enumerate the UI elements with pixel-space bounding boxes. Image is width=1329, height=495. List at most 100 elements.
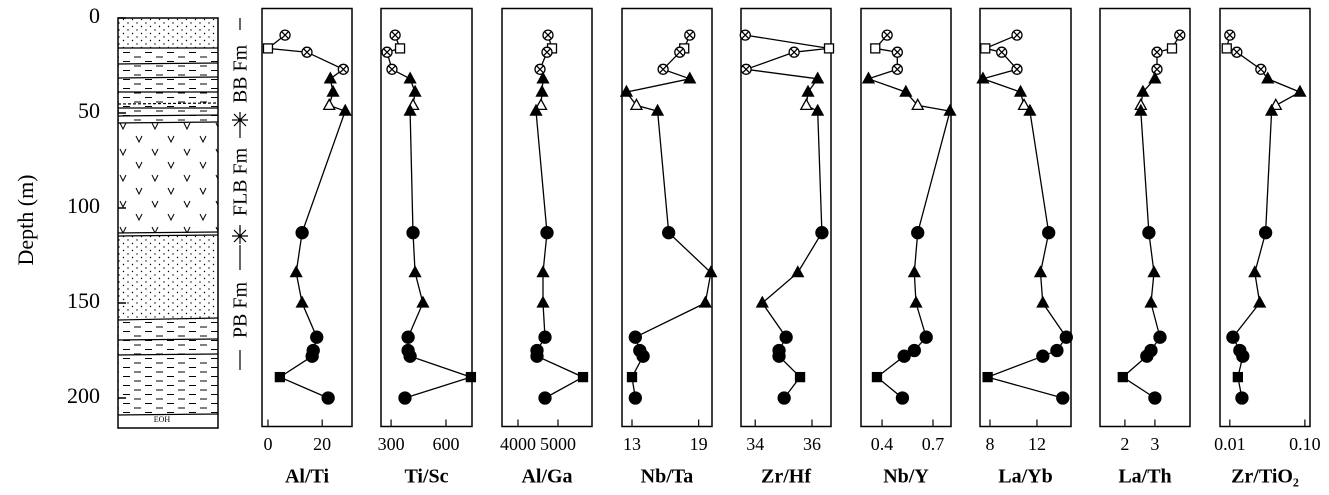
data-point (919, 330, 933, 344)
data-point (295, 295, 309, 308)
marker (536, 295, 550, 308)
data-point (1236, 349, 1250, 363)
data-point (662, 226, 676, 240)
data-point (540, 226, 554, 240)
x-tick-label: 0.4 (871, 434, 894, 454)
marker-cross (1225, 31, 1234, 40)
x-axis-label: Zr/Hf (761, 466, 811, 488)
marker (1144, 295, 1158, 308)
marker (305, 349, 319, 363)
marker (416, 295, 430, 308)
x-tick-label: 0.10 (1289, 434, 1321, 454)
data-point (536, 71, 550, 84)
marker-cross (543, 48, 551, 57)
x-axis-label: Al/Ga (521, 466, 572, 488)
data-point (305, 349, 319, 363)
data-point (535, 84, 549, 97)
data-point (891, 63, 903, 75)
marker (536, 265, 550, 278)
data-point (403, 349, 417, 363)
marker-cross (1153, 65, 1161, 74)
marker-cross (742, 65, 751, 74)
data-point (628, 330, 642, 344)
data-point (907, 343, 921, 358)
data-point (262, 43, 274, 54)
marker (870, 43, 881, 54)
marker (1235, 391, 1249, 405)
marker (907, 343, 921, 358)
data-point (976, 71, 990, 84)
data-point (1148, 391, 1162, 405)
marker-cross (1013, 31, 1021, 40)
marker-cross (997, 48, 1006, 57)
marker-cross (1153, 48, 1161, 57)
data-point (1255, 63, 1267, 75)
data-point (895, 391, 910, 405)
data-point (389, 29, 401, 41)
data-point (650, 103, 665, 116)
data-point (408, 84, 422, 97)
data-point (1059, 330, 1073, 344)
data-point (772, 349, 786, 363)
x-tick-label: 8 (985, 434, 994, 454)
marker-cross (1232, 48, 1241, 57)
marker (683, 71, 697, 84)
marker (1033, 265, 1048, 278)
data-point (698, 295, 712, 308)
data-point (289, 265, 303, 278)
y-tick-label: 200 (67, 383, 100, 408)
data-point (401, 330, 415, 344)
marker-cross (339, 65, 348, 74)
data-point (1134, 103, 1148, 116)
y-tick-label: 50 (78, 98, 100, 123)
data-point (619, 84, 634, 97)
marker (295, 295, 309, 308)
profile-line (866, 34, 951, 399)
data-point (1140, 349, 1154, 363)
marker (274, 371, 286, 383)
marker (530, 349, 544, 363)
marker (1013, 84, 1028, 97)
data-point (1166, 43, 1178, 54)
x-tick-label: 0 (263, 434, 272, 454)
x-tick-label: 13 (623, 434, 641, 454)
data-point (1011, 63, 1023, 75)
data-point (541, 46, 553, 58)
marker (310, 330, 324, 344)
data-point (1232, 371, 1244, 383)
marker (1147, 265, 1161, 278)
x-tick-label: 4000 (500, 434, 536, 454)
marker (772, 349, 786, 363)
data-point (465, 371, 477, 383)
marker (540, 226, 554, 240)
data-point (779, 330, 793, 344)
data-point (534, 63, 546, 75)
x-axis-label: Ti/Sc (404, 466, 448, 488)
x-axis-label: Nb/Ta (641, 466, 694, 488)
marker (403, 103, 417, 116)
marker (1226, 330, 1240, 344)
x-axis-label: La/Yb (998, 466, 1052, 488)
marker (982, 371, 993, 383)
data-point (870, 43, 881, 54)
marker (861, 71, 876, 84)
marker (895, 391, 910, 405)
data-point (907, 265, 921, 278)
marker (262, 43, 274, 54)
data-point (1264, 103, 1279, 116)
marker (321, 391, 335, 405)
data-point (323, 71, 337, 84)
data-point (1248, 265, 1262, 278)
marker-cross (1175, 31, 1184, 40)
x-tick-label: 600 (433, 434, 460, 454)
marker (394, 43, 406, 54)
marker-cross (883, 31, 892, 40)
marker (976, 71, 990, 84)
marker-cross (893, 65, 902, 74)
marker (1134, 103, 1148, 116)
data-point (628, 391, 642, 405)
marker (1117, 371, 1128, 383)
data-point (1013, 84, 1028, 97)
data-point (1036, 349, 1050, 363)
